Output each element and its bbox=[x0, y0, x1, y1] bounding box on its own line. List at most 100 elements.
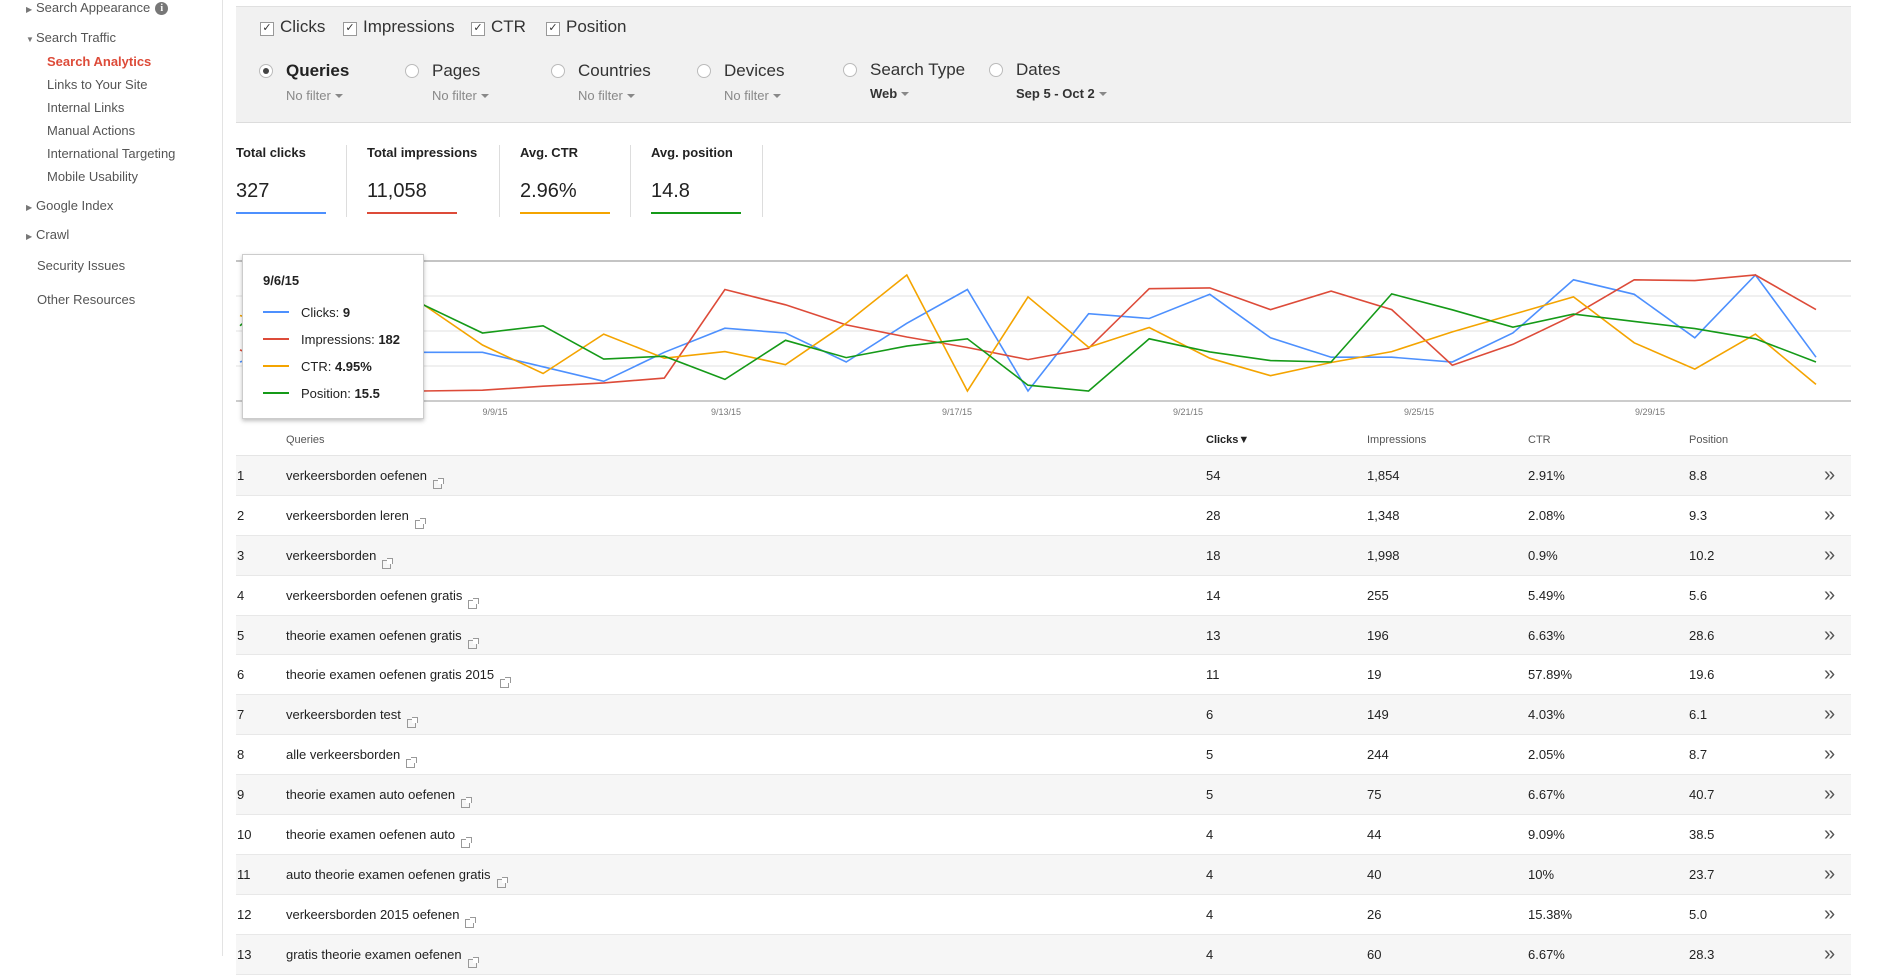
table-row[interactable]: 11 auto theorie examen oefenen gratis 4 40 1… bbox=[236, 854, 1851, 895]
radio-selected-icon[interactable] bbox=[259, 64, 273, 78]
series-line-impressions bbox=[239, 274, 1817, 392]
external-link-icon[interactable] bbox=[461, 797, 473, 809]
query-link[interactable]: verkeersborden bbox=[286, 548, 394, 569]
header-ctr[interactable]: CTR bbox=[1528, 434, 1551, 446]
radio-icon[interactable] bbox=[989, 63, 1003, 77]
performance-chart[interactable]: 9/9/15 9/13/15 9/17/15 9/21/15 9/25/15 9/29/1… bbox=[236, 255, 1851, 420]
caret-down-icon bbox=[772, 94, 781, 98]
sidebar-item-links-to-your-site[interactable]: Links to Your Site bbox=[47, 77, 148, 92]
sidebar-item-crawl[interactable]: ▶ Crawl bbox=[26, 227, 69, 242]
radio-icon[interactable] bbox=[405, 64, 419, 78]
external-link-icon[interactable] bbox=[465, 916, 477, 928]
expand-row-icon[interactable]: » bbox=[1824, 503, 1836, 526]
checkmark-icon: ✓ bbox=[471, 22, 485, 36]
external-link-icon[interactable] bbox=[467, 637, 479, 649]
query-link[interactable]: theorie examen auto oefenen bbox=[286, 787, 473, 809]
query-link[interactable]: verkeersborden oefenen gratis bbox=[286, 588, 480, 609]
total-clicks[interactable]: Total clicks 327 bbox=[236, 145, 347, 217]
radio-icon[interactable] bbox=[697, 64, 711, 78]
total-avg-ctr[interactable]: Avg. CTR 2.96% bbox=[520, 145, 631, 217]
expand-row-icon[interactable]: » bbox=[1824, 743, 1836, 766]
ctr-checkbox[interactable]: ✓ CTR bbox=[471, 17, 526, 37]
table-row[interactable]: 3 verkeersborden 18 1,998 0.9% 10.2 » bbox=[236, 535, 1851, 576]
query-link[interactable]: verkeersborden leren bbox=[286, 508, 426, 529]
external-link-icon[interactable] bbox=[496, 876, 508, 888]
external-link-icon[interactable] bbox=[500, 677, 512, 689]
expand-row-icon[interactable]: » bbox=[1824, 623, 1836, 646]
position-checkbox[interactable]: ✓ Position bbox=[546, 17, 626, 37]
row-number: 1 bbox=[237, 468, 245, 483]
table-row[interactable]: 5 theorie examen oefenen gratis 13 196 6.63%… bbox=[236, 615, 1851, 656]
sidebar-item-security-issues[interactable]: Security Issues bbox=[37, 258, 126, 273]
table-row[interactable]: 12 verkeersborden 2015 oefenen 4 26 15.38% 5.… bbox=[236, 895, 1851, 935]
cell-ctr: 9.09% bbox=[1528, 827, 1565, 843]
table-row[interactable]: 4 verkeersborden oefenen gratis 14 255 5.49%… bbox=[236, 576, 1851, 616]
expand-row-icon[interactable]: » bbox=[1824, 663, 1836, 686]
expand-row-icon[interactable]: » bbox=[1824, 902, 1836, 925]
sidebar-item-search-appearance[interactable]: ▶ Search Appearance i bbox=[26, 0, 169, 15]
sidebar-item-internal-links[interactable]: Internal Links bbox=[47, 100, 125, 115]
expand-row-icon[interactable]: » bbox=[1824, 583, 1836, 606]
query-link[interactable]: alle verkeersborden bbox=[286, 747, 418, 769]
impressions-checkbox[interactable]: ✓ Impressions bbox=[343, 17, 455, 37]
query-link[interactable]: gratis theorie examen oefenen bbox=[286, 947, 479, 968]
header-position[interactable]: Position bbox=[1689, 434, 1729, 446]
expand-row-icon[interactable]: » bbox=[1824, 464, 1836, 486]
radio-icon[interactable] bbox=[551, 64, 565, 78]
query-link[interactable]: verkeersborden test bbox=[286, 707, 418, 729]
table-row[interactable]: 2 verkeersborden leren 28 1,348 2.08% 9.3 » bbox=[236, 496, 1851, 536]
sidebar-item-label: Search Traffic bbox=[36, 30, 116, 45]
checkbox-label: Position bbox=[566, 17, 627, 36]
query-link[interactable]: theorie examen oefenen auto bbox=[286, 827, 473, 849]
sidebar-item-manual-actions[interactable]: Manual Actions bbox=[47, 123, 136, 138]
expand-row-icon[interactable]: » bbox=[1824, 783, 1836, 806]
queries-filter-dropdown[interactable]: No filter bbox=[286, 88, 343, 103]
external-link-icon[interactable] bbox=[382, 557, 394, 569]
table-row[interactable]: 9 theorie examen auto oefenen 5 75 6.67% 40.7… bbox=[236, 775, 1851, 816]
table-row[interactable]: 8 alle verkeersborden 5 244 2.05% 8.7 » bbox=[236, 735, 1851, 776]
pages-filter-dropdown[interactable]: No filter bbox=[432, 88, 489, 103]
sidebar-item-search-traffic[interactable]: ▼ Search Traffic bbox=[26, 30, 116, 45]
table-row[interactable]: 10 theorie examen oefenen auto 4 44 9.09% 38.… bbox=[236, 815, 1851, 855]
header-clicks[interactable]: Clicks▼ bbox=[1206, 434, 1250, 446]
query-link[interactable]: theorie examen oefenen gratis 2015 bbox=[286, 667, 512, 689]
countries-filter-dropdown[interactable]: No filter bbox=[578, 88, 635, 103]
query-link[interactable]: theorie examen oefenen gratis bbox=[286, 628, 479, 649]
external-link-icon[interactable] bbox=[432, 478, 444, 489]
header-queries[interactable]: Queries bbox=[286, 434, 325, 446]
sidebar-item-search-analytics[interactable]: Search Analytics bbox=[47, 54, 152, 69]
query-link[interactable]: verkeersborden oefenen bbox=[286, 468, 444, 489]
external-link-icon[interactable] bbox=[461, 837, 473, 849]
sidebar-item-label: Search Appearance bbox=[36, 0, 151, 15]
external-link-icon[interactable] bbox=[468, 597, 480, 609]
query-link[interactable]: verkeersborden 2015 oefenen bbox=[286, 907, 477, 928]
search-type-dropdown[interactable]: Web bbox=[870, 86, 910, 101]
expand-row-icon[interactable]: » bbox=[1824, 543, 1836, 566]
expand-row-icon[interactable]: » bbox=[1824, 823, 1836, 846]
external-link-icon[interactable] bbox=[414, 517, 426, 529]
table-row[interactable]: 13 gratis theorie examen oefenen 4 60 6.67% 2… bbox=[236, 934, 1851, 975]
sidebar-item-google-index[interactable]: ▶ Google Index bbox=[26, 198, 113, 213]
cell-position: 28.3 bbox=[1689, 946, 1715, 962]
table-row[interactable]: 6 theorie examen oefenen gratis 2015 11 19 5… bbox=[236, 655, 1851, 696]
header-impressions[interactable]: Impressions bbox=[1367, 434, 1427, 446]
radio-icon[interactable] bbox=[843, 63, 857, 77]
sidebar-item-other-resources[interactable]: Other Resources bbox=[37, 292, 136, 307]
query-link[interactable]: auto theorie examen oefenen gratis bbox=[286, 867, 508, 888]
external-link-icon[interactable] bbox=[406, 757, 418, 769]
external-link-icon[interactable] bbox=[467, 956, 479, 968]
clicks-checkbox[interactable]: ✓ Clicks bbox=[260, 17, 325, 37]
info-icon[interactable]: i bbox=[155, 2, 169, 15]
expand-row-icon[interactable]: » bbox=[1824, 942, 1836, 965]
dates-dropdown[interactable]: Sep 5 - Oct 2 bbox=[1016, 86, 1107, 101]
devices-filter-dropdown[interactable]: No filter bbox=[724, 88, 781, 103]
external-link-icon[interactable] bbox=[406, 717, 418, 729]
sidebar-item-mobile-usability[interactable]: Mobile Usability bbox=[47, 169, 139, 184]
table-row[interactable]: 1 verkeersborden oefenen 54 1,854 2.91% 8.8 » bbox=[236, 456, 1851, 496]
total-avg-position[interactable]: Avg. position 14.8 bbox=[651, 145, 763, 217]
total-impressions[interactable]: Total impressions 11,058 bbox=[367, 145, 500, 217]
table-row[interactable]: 7 verkeersborden test 6 149 4.03% 6.1 » bbox=[236, 695, 1851, 736]
expand-row-icon[interactable]: » bbox=[1824, 862, 1836, 885]
expand-row-icon[interactable]: » bbox=[1824, 703, 1836, 726]
sidebar-item-international-targeting[interactable]: International Targeting bbox=[47, 146, 176, 161]
